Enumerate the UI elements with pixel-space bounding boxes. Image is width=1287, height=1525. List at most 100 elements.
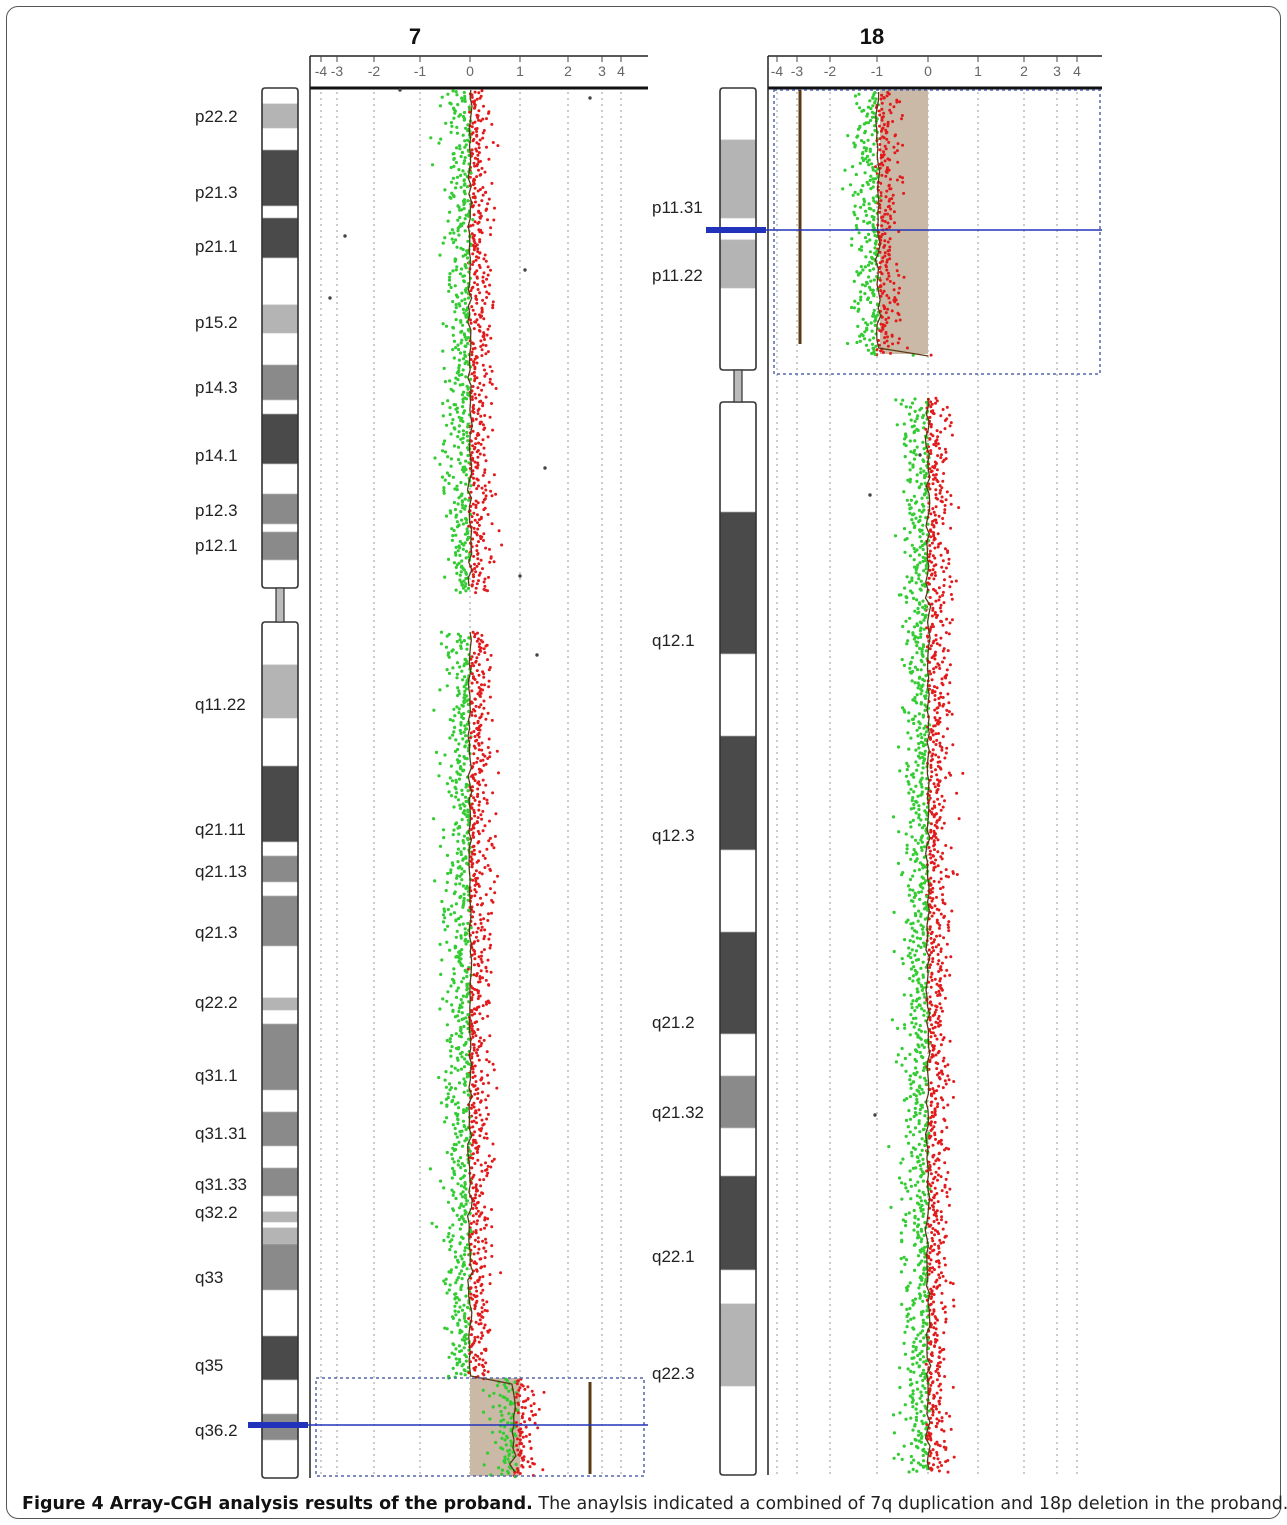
loss-point — [462, 207, 466, 211]
loss-point — [461, 922, 465, 926]
gain-point — [484, 717, 488, 721]
gain-point — [930, 1421, 934, 1425]
loss-point — [451, 176, 455, 180]
loss-point — [909, 1184, 914, 1188]
loss-point — [920, 1394, 924, 1398]
loss-point — [458, 882, 462, 886]
loss-point — [866, 221, 870, 225]
gain-point — [944, 498, 948, 502]
x-tick-label: 0 — [924, 63, 932, 79]
loss-point — [463, 697, 467, 701]
loss-point — [921, 1212, 926, 1216]
gain-point — [492, 473, 496, 477]
loss-point — [458, 1349, 462, 1354]
loss-point — [454, 1032, 458, 1036]
loss-point — [446, 1092, 450, 1096]
gain-point — [950, 618, 954, 622]
loss-point — [907, 946, 911, 950]
loss-point — [923, 481, 927, 485]
loss-point — [908, 666, 912, 670]
gain-point — [532, 1462, 536, 1466]
gain-point — [935, 918, 939, 922]
loss-point — [463, 1373, 467, 1377]
gain-point — [477, 673, 481, 677]
loss-point — [445, 1327, 449, 1331]
gain-point — [474, 499, 478, 503]
loss-point — [466, 239, 470, 243]
loss-point — [920, 647, 924, 651]
gain-point — [481, 1334, 485, 1338]
gain-point — [473, 697, 477, 701]
ideogram-band — [261, 1145, 299, 1169]
loss-point — [863, 292, 867, 296]
gain-point — [474, 127, 478, 131]
loss-point — [466, 439, 470, 443]
gain-point — [957, 506, 961, 510]
loss-point — [453, 822, 458, 826]
gain-point — [472, 1105, 476, 1109]
loss-point — [442, 1186, 446, 1190]
loss-point — [872, 294, 876, 298]
gain-point — [477, 832, 481, 836]
outlier-point — [398, 88, 402, 92]
gain-point — [937, 697, 941, 700]
loss-point — [915, 1402, 919, 1406]
ideogram-band — [261, 1221, 299, 1229]
gain-point — [476, 153, 480, 157]
loss-point — [904, 832, 908, 836]
loss-point — [915, 651, 919, 655]
loss-point — [911, 1389, 915, 1393]
gain-point — [477, 109, 481, 113]
loss-point — [913, 869, 917, 873]
loss-point — [458, 1052, 463, 1056]
gain-point — [476, 1097, 480, 1100]
gain-point — [938, 643, 942, 647]
loss-point — [918, 545, 922, 549]
gain-point — [483, 414, 487, 417]
band-label-q12.3: q12.3 — [652, 826, 695, 845]
loss-point — [464, 338, 468, 342]
loss-point — [456, 226, 460, 230]
ideogram-band — [719, 87, 757, 141]
loss-point — [917, 868, 922, 872]
gain-point — [491, 1062, 495, 1066]
ideogram-band — [261, 205, 299, 219]
gain-point — [479, 537, 483, 541]
loss-point — [913, 1183, 918, 1187]
loss-point — [460, 393, 464, 397]
loss-point — [450, 124, 454, 128]
gain-point — [947, 771, 951, 775]
gain-point — [518, 1442, 522, 1446]
gain-point — [944, 450, 948, 454]
loss-point — [456, 1276, 460, 1280]
gain-point — [927, 1256, 931, 1260]
gain-point — [948, 413, 952, 417]
loss-point — [900, 1046, 904, 1051]
loss-point — [458, 272, 463, 276]
gain-point — [467, 1317, 471, 1320]
gain-point — [542, 1390, 546, 1394]
gain-point — [881, 259, 884, 263]
gain-point — [472, 752, 476, 756]
loss-point — [916, 1333, 920, 1337]
gain-point — [947, 1147, 951, 1151]
loss-point — [911, 874, 915, 878]
gain-point — [880, 224, 884, 228]
moving-average-line — [466, 89, 473, 587]
loss-point — [453, 749, 458, 754]
gain-point — [880, 107, 884, 111]
gain-point — [934, 599, 938, 603]
loss-point — [460, 1162, 464, 1166]
band-label-q33: q33 — [195, 1268, 223, 1287]
gain-point — [880, 116, 884, 120]
loss-point — [912, 637, 917, 641]
gain-point — [936, 1173, 940, 1177]
centromere — [733, 369, 743, 403]
gain-point — [484, 191, 487, 194]
loss-point — [906, 731, 910, 735]
gain-point — [478, 173, 482, 177]
gain-point — [933, 938, 936, 942]
loss-point — [456, 866, 460, 870]
loss-point — [917, 553, 922, 557]
loss-point — [464, 1294, 468, 1298]
